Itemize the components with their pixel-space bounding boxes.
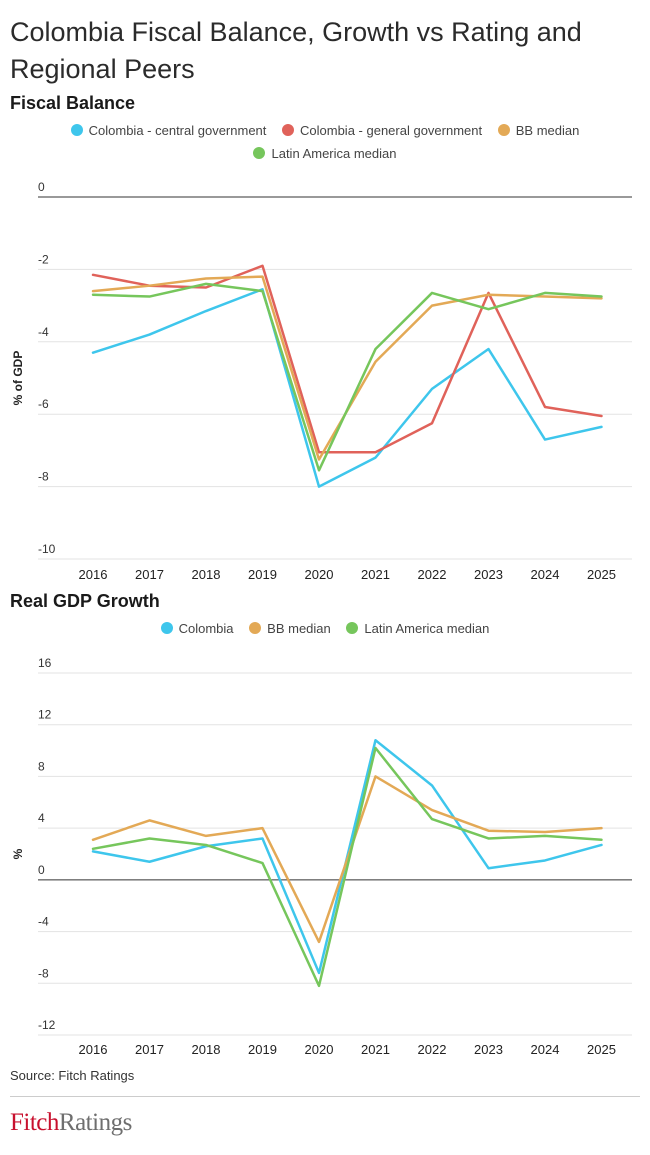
legend-row: Colombia - central government Colombia -…	[0, 119, 650, 142]
y-tick-label: -8	[38, 470, 49, 484]
legend-item-colombia[interactable]: Colombia	[160, 617, 234, 640]
x-tick-label: 2020	[305, 1042, 334, 1057]
footer-divider	[10, 1096, 640, 1097]
x-tick-label: 2017	[135, 567, 164, 582]
legend-swatch	[160, 622, 173, 634]
y-axis-label: % of GDP	[11, 351, 25, 406]
fitch-ratings-logo: FitchRatings	[10, 1109, 132, 1136]
legend-swatch	[497, 124, 510, 136]
series-line-latin-america-median	[91, 746, 603, 988]
legend-item-latin-america-median[interactable]: Latin America median	[253, 142, 397, 165]
fiscal-balance-title: Fiscal Balance	[10, 93, 136, 113]
x-tick-label: 2025	[587, 567, 616, 582]
y-tick-label: -6	[38, 397, 49, 411]
x-tick-label: 2017	[135, 1042, 164, 1057]
source-note: Source: Fitch Ratings	[10, 1068, 135, 1083]
legend-item-latin-america-median[interactable]: Latin America median	[346, 617, 489, 640]
x-tick-label: 2018	[192, 567, 221, 582]
page-title: Colombia Fiscal Balance, Growth vs Ratin…	[10, 17, 582, 84]
x-tick-label: 2023	[474, 567, 503, 582]
y-tick-label: 12	[38, 708, 52, 722]
legend-item-colombia-central[interactable]: Colombia - central government	[70, 119, 267, 142]
legend-swatch	[70, 124, 83, 136]
x-tick-label: 2022	[418, 567, 447, 582]
legend-item-colombia-general[interactable]: Colombia - general government	[282, 119, 482, 142]
x-tick-label: 2016	[79, 1042, 108, 1057]
gdp-growth-title: Real GDP Growth	[10, 591, 160, 611]
fiscal-balance-chart: 0 -2 -4 -6 -8 -10 2016 2017 2018 2019 2020 2021 2022…	[11, 180, 632, 582]
gdp-growth-chart: 16 12 8 4 0 -4 -8 -12 2016 2017 2018 2019 2020 2021 20…	[11, 656, 632, 1057]
legend-label: Latin America median	[364, 621, 490, 636]
legend-label: BB median	[267, 621, 331, 636]
gdp-growth-legend: Colombia BB median Latin America median	[0, 617, 650, 640]
legend-swatch	[282, 124, 295, 136]
x-tick-label: 2024	[531, 1042, 560, 1057]
y-tick-label: -4	[38, 915, 49, 929]
y-tick-label: -12	[38, 1018, 56, 1032]
legend-label: Colombia - central government	[88, 123, 267, 138]
legend-swatch	[249, 622, 262, 634]
x-tick-label: 2020	[305, 567, 334, 582]
series-line-colombia-central-government	[91, 288, 603, 488]
x-tick-label: 2019	[248, 1042, 277, 1057]
y-tick-label: 16	[38, 656, 52, 670]
series-line-colombia-general-government	[91, 264, 603, 454]
legend-label: Latin America median	[271, 146, 397, 161]
y-tick-label: -8	[38, 966, 49, 980]
y-axis-label: %	[11, 848, 25, 859]
y-tick-label: 4	[38, 811, 45, 825]
legend-item-bb-median[interactable]: BB median	[249, 617, 331, 640]
y-tick-label: 8	[38, 759, 45, 773]
legend-label: Colombia - general government	[300, 123, 483, 138]
x-tick-label: 2022	[418, 1042, 447, 1057]
x-tick-label: 2021	[361, 1042, 390, 1057]
legend-item-bb-median[interactable]: BB median	[497, 119, 580, 142]
series-line-bb-median	[91, 775, 603, 944]
y-tick-label: -10	[38, 542, 56, 556]
fiscal-balance-legend: Colombia - central government Colombia -…	[0, 119, 650, 165]
y-tick-label: 0	[38, 180, 45, 194]
legend-swatch	[253, 147, 266, 159]
legend-row: Latin America median	[0, 142, 650, 165]
legend-row: Colombia BB median Latin America median	[0, 617, 650, 640]
x-tick-label: 2025	[587, 1042, 616, 1057]
legend-label: Colombia	[178, 621, 234, 636]
y-tick-label: -4	[38, 325, 49, 339]
y-tick-label: -2	[38, 252, 49, 266]
x-tick-label: 2016	[79, 567, 108, 582]
x-tick-label: 2018	[192, 1042, 221, 1057]
legend-label: BB median	[515, 123, 580, 138]
x-tick-label: 2024	[531, 567, 560, 582]
y-tick-label: 0	[38, 863, 45, 877]
series-line-latin-america-median	[91, 282, 603, 472]
legend-swatch	[346, 622, 359, 634]
x-tick-label: 2021	[361, 567, 390, 582]
x-tick-label: 2023	[474, 1042, 503, 1057]
x-tick-label: 2019	[248, 567, 277, 582]
